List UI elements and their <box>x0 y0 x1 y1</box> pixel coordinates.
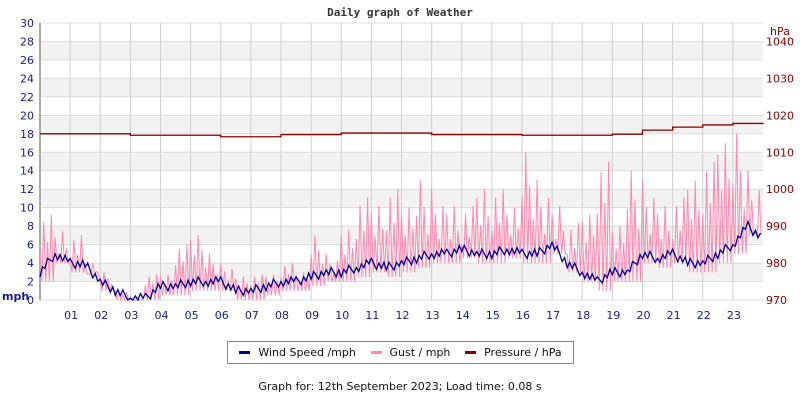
right-axis-label: hPa <box>770 25 790 38</box>
left-tick-label: 18 <box>20 128 34 141</box>
right-tick-label: 980 <box>766 257 787 270</box>
left-tick-label: 20 <box>20 109 34 122</box>
x-tick-label: 18 <box>576 309 590 322</box>
right-tick-label: 1040 <box>766 35 794 48</box>
left-tick-label: 10 <box>20 202 34 215</box>
legend-pressure: Pressure / hPa <box>465 346 562 359</box>
left-tick-label: 24 <box>20 72 34 85</box>
left-tick-label: 26 <box>20 54 34 67</box>
x-tick-label: 19 <box>606 309 620 322</box>
chart-title: Daily graph of Weather <box>327 6 473 19</box>
left-axis-label: mph <box>2 290 29 303</box>
x-tick-label: 01 <box>64 309 78 322</box>
series-line-wind-speed <box>39 219 762 302</box>
left-tick-label: 22 <box>20 91 34 104</box>
left-tick-label: 14 <box>20 165 34 178</box>
legend-swatch-wind <box>239 351 251 354</box>
x-tick-label: 12 <box>396 309 410 322</box>
legend-swatch-pressure <box>465 351 477 354</box>
x-tick-label: 17 <box>546 309 560 322</box>
x-tick-label: 23 <box>727 309 741 322</box>
x-tick-label: 13 <box>426 309 440 322</box>
left-tick-label: 8 <box>27 220 34 233</box>
right-tick-label: 1020 <box>766 109 794 122</box>
series-line-gust <box>39 133 762 302</box>
x-tick-label: 06 <box>215 309 229 322</box>
right-tick-label: 1000 <box>766 183 794 196</box>
x-tick-label: 20 <box>637 309 651 322</box>
legend-gust: Gust / mph <box>370 346 451 359</box>
x-tick-label: 08 <box>275 309 289 322</box>
legend-label-wind: Wind Speed /mph <box>258 346 356 359</box>
x-tick-label: 02 <box>94 309 108 322</box>
x-tick-label: 21 <box>667 309 681 322</box>
x-tick-label: 03 <box>124 309 138 322</box>
left-tick-label: 6 <box>27 239 34 252</box>
legend-swatch-gust <box>370 351 382 354</box>
legend-label-pressure: Pressure / hPa <box>484 346 562 359</box>
left-tick-label: 0 <box>27 294 34 307</box>
left-tick-label: 16 <box>20 146 34 159</box>
x-tick-label: 15 <box>486 309 500 322</box>
right-tick-label: 1030 <box>766 72 794 85</box>
left-tick-label: 28 <box>20 35 34 48</box>
right-tick-label: 970 <box>766 294 787 307</box>
right-tick-label: 990 <box>766 220 787 233</box>
left-tick-label: 12 <box>20 183 34 196</box>
x-tick-label: 16 <box>516 309 530 322</box>
series-line-pressure <box>40 122 764 138</box>
footer-info: Graph for: 12th September 2023; Load tim… <box>258 380 542 393</box>
x-tick-label: 22 <box>697 309 711 322</box>
x-tick-label: 11 <box>365 309 379 322</box>
left-tick-label: 4 <box>27 257 34 270</box>
legend-label-gust: Gust / mph <box>389 346 451 359</box>
x-tick-label: 14 <box>456 309 470 322</box>
x-tick-label: 05 <box>185 309 199 322</box>
x-tick-label: 04 <box>155 309 169 322</box>
x-tick-label: 10 <box>335 309 349 322</box>
right-tick-label: 1010 <box>766 146 794 159</box>
left-tick-label: 30 <box>20 17 34 30</box>
legend: Wind Speed /mph Gust / mph Pressure / hP… <box>227 341 574 364</box>
x-tick-label: 09 <box>305 309 319 322</box>
left-tick-label: 2 <box>27 276 34 289</box>
x-tick-label: 07 <box>245 309 259 322</box>
legend-wind: Wind Speed /mph <box>239 346 356 359</box>
